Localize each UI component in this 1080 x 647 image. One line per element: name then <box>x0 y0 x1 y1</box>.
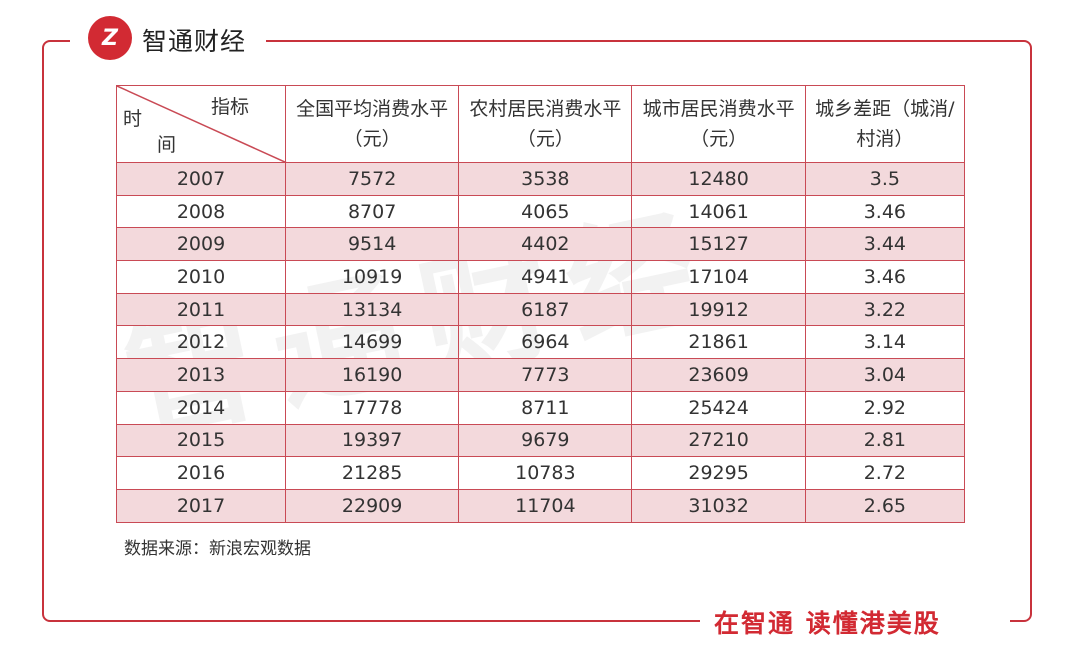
table-cell: 6964 <box>458 325 633 360</box>
column-header: 城市居民消费水平（元） <box>631 85 806 163</box>
table-row: 2014 17778 8711 25424 2.92 <box>116 390 966 425</box>
table-row: 2010 10919 4941 17104 3.46 <box>116 260 966 294</box>
table-cell: 8711 <box>458 390 633 425</box>
table-cell: 16190 <box>284 358 460 392</box>
table-cell: 29295 <box>631 456 806 490</box>
table-cell: 4941 <box>458 260 633 294</box>
table-row: 2013 16190 7773 23609 3.04 <box>116 358 966 392</box>
table-cell: 23609 <box>631 358 806 392</box>
table-row: 2009 9514 4402 15127 3.44 <box>116 227 966 262</box>
table-cell: 17778 <box>284 390 460 425</box>
table-cell: 2012 <box>116 325 286 360</box>
column-header: 城乡差距（城消/村消） <box>804 85 966 163</box>
table-row: 2011 13134 6187 19912 3.22 <box>116 292 966 327</box>
corner-label-time: 时 <box>123 108 143 130</box>
table-cell: 3.44 <box>804 227 966 262</box>
table-cell: 2010 <box>116 260 286 294</box>
table-cell: 2.81 <box>804 423 966 458</box>
table-cell: 2017 <box>116 488 286 523</box>
table-cell: 19397 <box>284 423 460 458</box>
table-cell: 3.14 <box>804 325 966 360</box>
table-cell: 14699 <box>284 325 460 360</box>
table-cell: 2014 <box>116 390 286 425</box>
table-cell: 3.46 <box>804 194 966 229</box>
table-cell: 11704 <box>458 488 633 523</box>
slogan: 在智通 读懂港美股 <box>714 609 941 638</box>
table-cell: 10919 <box>284 260 460 294</box>
table-cell: 2008 <box>116 194 286 229</box>
table-cell: 8707 <box>284 194 460 229</box>
table-cell: 7773 <box>458 358 633 392</box>
consumption-table: 指标 时 间 全国平均消费水平（元） 农村居民消费水平（元） 城市居民消费水平（… <box>116 85 966 523</box>
table-row: 2017 22909 11704 31032 2.65 <box>116 488 966 523</box>
table-cell: 2.65 <box>804 488 966 523</box>
table-cell: 2.92 <box>804 390 966 425</box>
table-cell: 2009 <box>116 227 286 262</box>
table-cell: 3.22 <box>804 292 966 327</box>
table-cell: 2.72 <box>804 456 966 490</box>
table-cell: 25424 <box>631 390 806 425</box>
table-cell: 10783 <box>458 456 633 490</box>
source-note: 数据来源：新浪宏观数据 <box>124 539 311 559</box>
table-cell: 31032 <box>631 488 806 523</box>
table-cell: 22909 <box>284 488 460 523</box>
table-cell: 7572 <box>284 162 460 196</box>
table-row: 2012 14699 6964 21861 3.14 <box>116 325 966 360</box>
table-cell: 9514 <box>284 227 460 262</box>
column-header: 农村居民消费水平（元） <box>458 85 633 163</box>
table-cell: 6187 <box>458 292 633 327</box>
table-cell: 14061 <box>631 194 806 229</box>
table-cell: 2013 <box>116 358 286 392</box>
table-cell: 27210 <box>631 423 806 458</box>
table-cell: 17104 <box>631 260 806 294</box>
table-cell: 3538 <box>458 162 633 196</box>
brand-logo-icon: Z <box>88 16 132 60</box>
table-cell: 15127 <box>631 227 806 262</box>
table-row: 2008 8707 4065 14061 3.46 <box>116 194 966 229</box>
table-cell: 12480 <box>631 162 806 196</box>
corner-label-time: 间 <box>157 134 177 156</box>
table-row: 2015 19397 9679 27210 2.81 <box>116 423 966 458</box>
column-header: 全国平均消费水平（元） <box>284 85 460 163</box>
frame-gap <box>700 610 1010 634</box>
table-cell: 2016 <box>116 456 286 490</box>
table-row: 2007 7572 3538 12480 3.5 <box>116 162 966 196</box>
table-cell: 2015 <box>116 423 286 458</box>
table-cell: 3.5 <box>804 162 966 196</box>
table-cell: 21285 <box>284 456 460 490</box>
table-row: 2016 21285 10783 29295 2.72 <box>116 456 966 490</box>
table-cell: 3.46 <box>804 260 966 294</box>
corner-label-indicator: 指标 <box>210 96 249 118</box>
table-cell: 2007 <box>116 162 286 196</box>
table-cell: 2011 <box>116 292 286 327</box>
table-cell: 13134 <box>284 292 460 327</box>
corner-header: 指标 时 间 <box>116 85 287 163</box>
table-cell: 3.04 <box>804 358 966 392</box>
table-cell: 19912 <box>631 292 806 327</box>
diagonal-line <box>117 86 287 163</box>
table-cell: 9679 <box>458 423 633 458</box>
table-cell: 4402 <box>458 227 633 262</box>
table-cell: 21861 <box>631 325 806 360</box>
page-frame <box>42 40 1032 622</box>
brand-name: 智通财经 <box>142 27 247 56</box>
table-cell: 4065 <box>458 194 633 229</box>
